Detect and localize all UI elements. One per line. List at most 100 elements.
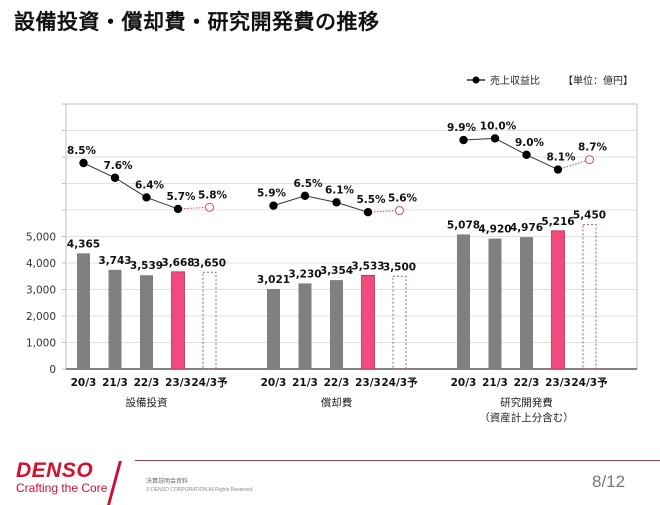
bar-value-label: 4,920 xyxy=(478,224,511,236)
bar-value-label: 3,539 xyxy=(130,260,163,272)
footer-divider xyxy=(135,460,660,461)
bar-value-label: 3,354 xyxy=(320,265,353,277)
x-category-label: 21/3 xyxy=(102,377,128,389)
y-tick-label: 2,000 xyxy=(26,311,56,323)
bar xyxy=(108,269,122,369)
legend-label: 売上収益比 xyxy=(490,74,540,87)
bar-value-label: 3,650 xyxy=(193,257,226,269)
ratio-point xyxy=(110,173,120,182)
ratio-label: 8.5% xyxy=(67,145,97,157)
x-category-label: 24/3予 xyxy=(381,376,418,389)
y-tick-label: 0 xyxy=(49,364,56,376)
bar xyxy=(330,280,343,369)
ratio-label: 10.0% xyxy=(480,120,517,132)
ratio-point xyxy=(490,134,500,143)
bar xyxy=(298,283,312,369)
group-label: 設備投資 xyxy=(126,396,168,409)
ratio-label: 5.8% xyxy=(198,189,228,201)
ratio-label: 5.5% xyxy=(356,194,386,206)
ratio-point xyxy=(332,198,341,207)
ratio-point xyxy=(553,165,563,174)
bar xyxy=(77,253,90,369)
footer-slash-decoration xyxy=(107,461,122,505)
bar-value-label: 5,450 xyxy=(573,210,606,222)
group-sublabel: （資産計上分含む） xyxy=(479,411,574,424)
copyright-text: © DENSO CORPORATION All Rights Reserved. xyxy=(146,487,254,493)
bar-current xyxy=(171,271,185,370)
ratio-point-forecast xyxy=(205,202,214,212)
bar-forecast xyxy=(582,224,597,370)
ratio-line xyxy=(83,162,179,210)
ratio-line-forecast xyxy=(177,206,210,210)
ratio-point xyxy=(269,201,278,210)
ratio-label: 8.7% xyxy=(578,142,608,154)
bar xyxy=(520,237,533,369)
x-category-label: 23/3 xyxy=(355,377,381,389)
ratio-label: 9.9% xyxy=(447,122,477,134)
ratio-label: 6.1% xyxy=(325,184,355,196)
x-category-label: 20/3 xyxy=(71,377,97,389)
ratio-point xyxy=(522,150,531,159)
bar xyxy=(457,234,470,369)
ratio-label: 7.6% xyxy=(103,160,133,172)
bar-value-label: 5,216 xyxy=(541,216,574,228)
ratio-label: 8.1% xyxy=(546,152,576,164)
logo-tagline: Crafting the Core xyxy=(16,481,108,495)
ratio-point xyxy=(79,158,88,168)
ratio-line-forecast xyxy=(557,159,590,171)
ratio-point xyxy=(142,193,151,202)
ratio-label: 6.4% xyxy=(135,179,165,191)
ratio-line-forecast xyxy=(367,210,400,213)
bar-current xyxy=(361,274,375,370)
x-category-label: 23/3 xyxy=(545,377,571,389)
denso-logo: DENSO xyxy=(16,459,94,482)
page-title: 設備投資・償却費・研究開発費の推移 xyxy=(14,10,380,34)
bar-value-label: 5,078 xyxy=(447,219,480,231)
bar-value-label: 3,230 xyxy=(288,268,321,280)
ratio-label: 5.6% xyxy=(388,193,418,205)
x-category-label: 21/3 xyxy=(482,377,508,389)
x-category-label: 24/3予 xyxy=(571,376,608,389)
ratio-point xyxy=(300,191,310,200)
group-label: 償却費 xyxy=(321,396,353,409)
ratio-point xyxy=(363,208,373,217)
bar xyxy=(267,288,280,369)
bar xyxy=(488,238,502,369)
chart: 0 1,000 2,000 3,000 4,000 5,000 売上収益比 【単位：億円】 4,… xyxy=(26,74,638,424)
bar-value-label: 3,021 xyxy=(257,274,290,286)
y-tick-label: 3,000 xyxy=(26,285,56,297)
unit-label: 【単位：億円】 xyxy=(563,74,633,87)
x-category-label: 20/3 xyxy=(451,377,477,389)
bar-forecast xyxy=(202,271,217,370)
ratio-point-forecast xyxy=(585,155,594,165)
ratio-point-forecast xyxy=(395,206,404,216)
bar-value-label: 4,365 xyxy=(67,238,100,250)
y-tick-label: 1,000 xyxy=(26,338,56,350)
bar-value-label: 3,533 xyxy=(351,260,384,272)
group-label: 研究開発費 xyxy=(500,396,553,409)
ratio-label: 5.9% xyxy=(257,188,287,200)
bar-forecast xyxy=(392,275,407,370)
ratio-point xyxy=(459,135,468,145)
ratio-label: 5.7% xyxy=(166,191,196,203)
x-category-label: 22/3 xyxy=(324,377,350,389)
bar xyxy=(140,275,153,369)
x-category-label: 21/3 xyxy=(292,377,318,389)
bar-value-label: 4,976 xyxy=(510,222,543,234)
x-category-label: 22/3 xyxy=(134,377,160,389)
ratio-line xyxy=(463,137,559,171)
legend-marker xyxy=(472,76,480,84)
ratio-line xyxy=(273,195,369,213)
bar-current xyxy=(551,230,565,370)
bar-value-label: 3,668 xyxy=(161,257,194,269)
y-tick-label: 5,000 xyxy=(26,232,56,244)
document-title: 決算説明会資料 xyxy=(146,478,189,485)
x-category-label: 22/3 xyxy=(514,377,540,389)
bar-value-label: 3,500 xyxy=(383,261,416,273)
y-tick-label: 4,000 xyxy=(26,258,56,270)
ratio-label: 9.0% xyxy=(515,137,545,149)
bar-value-label: 3,743 xyxy=(98,255,131,267)
ratio-point xyxy=(173,204,183,214)
page-number: 8/12 xyxy=(592,472,626,491)
x-category-label: 20/3 xyxy=(261,377,287,389)
